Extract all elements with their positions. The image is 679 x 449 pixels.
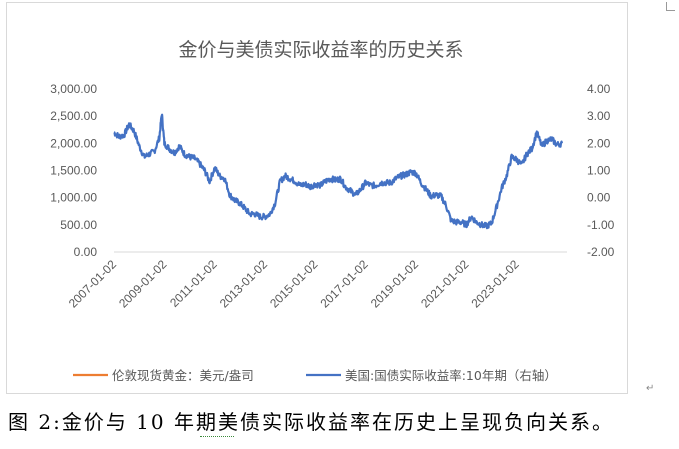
x-tick-label: 2021-01-02 bbox=[418, 257, 472, 311]
right-tick-label: 0.00 bbox=[587, 191, 611, 205]
right-tick-label: -1.00 bbox=[587, 218, 615, 232]
chart-canvas: 金价与美债实际收益率的历史关系 3,000.00 2,500.00 2,000.00… bbox=[50, 39, 615, 383]
right-tick-label: 1.00 bbox=[587, 164, 611, 178]
x-tick-label: 2023-01-02 bbox=[468, 257, 522, 311]
chart-frame: 金价与美债实际收益率的历史关系 3,000.00 2,500.00 2,000.00… bbox=[6, 2, 628, 394]
right-axis: 4.00 3.00 2.00 1.00 0.00 -1.00 -2.00 bbox=[587, 82, 615, 259]
left-tick-label: 1,000.00 bbox=[50, 191, 97, 205]
legend-item-real-yield: 美国:国债实际收益率:10年期（右轴） bbox=[306, 368, 557, 383]
figure-caption: 图 2:金价与 10 年期美债实际收益率在历史上呈现负向关系。 bbox=[8, 410, 614, 434]
left-tick-label: 500.00 bbox=[60, 218, 97, 232]
legend-label-gold: 伦敦现货黄金：美元/盎司 bbox=[112, 368, 254, 383]
right-tick-label: 2.00 bbox=[587, 136, 611, 150]
left-tick-label: 0.00 bbox=[74, 245, 98, 259]
left-tick-label: 2,000.00 bbox=[50, 136, 97, 150]
x-tick-label: 2015-01-02 bbox=[267, 257, 321, 311]
legend-label-real-yield: 美国:国债实际收益率:10年期（右轴） bbox=[345, 368, 557, 383]
legend: 伦敦现货黄金：美元/盎司 美国:国债实际收益率:10年期（右轴） bbox=[73, 368, 557, 383]
right-tick-label: -2.00 bbox=[587, 245, 615, 259]
x-tick-label: 2017-01-02 bbox=[317, 257, 371, 311]
series-layer bbox=[113, 113, 564, 230]
x-tick-label: 2009-01-02 bbox=[116, 257, 170, 311]
paragraph-mark: ↵ bbox=[646, 383, 655, 394]
caption-underline bbox=[200, 433, 234, 437]
right-tick-label: 4.00 bbox=[587, 82, 611, 96]
left-tick-label: 2,500.00 bbox=[50, 109, 97, 123]
x-tick-label: 2013-01-02 bbox=[217, 257, 271, 311]
chart-title: 金价与美债实际收益率的历史关系 bbox=[178, 39, 463, 61]
legend-item-gold: 伦敦现货黄金：美元/盎司 bbox=[73, 368, 254, 383]
left-axis: 3,000.00 2,500.00 2,000.00 1,500.00 1,000.00… bbox=[50, 82, 97, 259]
series-line-1 bbox=[113, 113, 564, 230]
right-tick-label: 3.00 bbox=[587, 109, 611, 123]
left-tick-label: 1,500.00 bbox=[50, 164, 97, 178]
x-tick-label: 2011-01-02 bbox=[167, 257, 220, 310]
x-tick-label: 2019-01-02 bbox=[368, 257, 422, 311]
left-tick-label: 3,000.00 bbox=[50, 82, 97, 96]
corner-mark bbox=[666, 2, 675, 11]
x-tick-label: 2007-01-02 bbox=[66, 257, 120, 311]
x-axis: 2007-01-022009-01-022011-01-022013-01-02… bbox=[66, 257, 522, 311]
